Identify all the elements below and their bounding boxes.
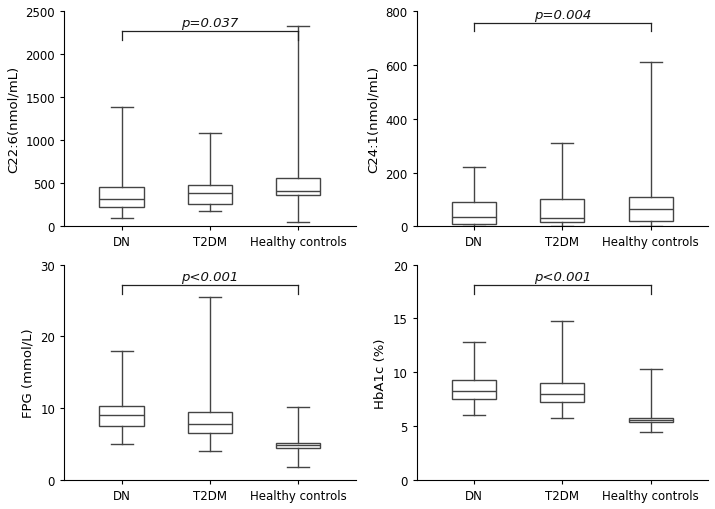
PathPatch shape [188,186,232,204]
PathPatch shape [188,412,232,434]
Y-axis label: FPG (mmol/L): FPG (mmol/L) [21,328,35,417]
PathPatch shape [276,178,320,196]
Y-axis label: C22:6(nmol/mL): C22:6(nmol/mL) [7,66,20,173]
PathPatch shape [99,187,144,207]
Y-axis label: HbA1c (%): HbA1c (%) [374,337,387,408]
PathPatch shape [628,418,673,422]
PathPatch shape [541,383,584,403]
PathPatch shape [541,200,584,223]
Text: p=0.004: p=0.004 [533,9,591,21]
PathPatch shape [628,197,673,221]
PathPatch shape [452,203,496,224]
Y-axis label: C24:1(nmol/mL): C24:1(nmol/mL) [367,66,380,173]
Text: p<0.001: p<0.001 [533,270,591,284]
PathPatch shape [276,443,320,448]
PathPatch shape [99,406,144,427]
Text: p<0.001: p<0.001 [182,270,239,284]
PathPatch shape [452,380,496,400]
Text: p=0.037: p=0.037 [182,17,239,30]
